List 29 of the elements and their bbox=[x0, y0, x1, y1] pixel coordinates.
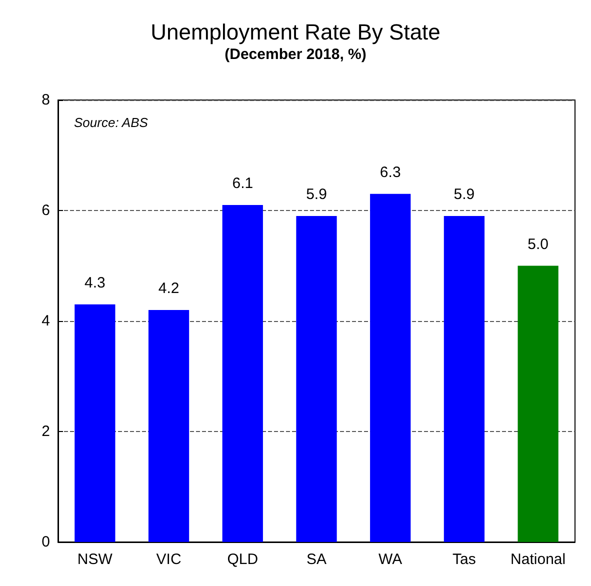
y-tick-label: 4 bbox=[42, 312, 50, 330]
x-tick-label: National bbox=[510, 551, 566, 568]
bar bbox=[222, 204, 263, 542]
bar bbox=[74, 304, 116, 542]
chart-subtitle: (December 2018, %) bbox=[224, 46, 366, 63]
y-tick-label: 0 bbox=[42, 534, 50, 550]
data-label: 5.9 bbox=[454, 186, 475, 204]
y-tick-label: 8 bbox=[42, 92, 50, 108]
x-tick-label: Tas bbox=[452, 551, 476, 568]
bar bbox=[370, 194, 411, 542]
bar bbox=[148, 310, 190, 542]
x-tick-label: WA bbox=[378, 551, 402, 568]
data-label: 5.0 bbox=[528, 236, 548, 253]
bar bbox=[296, 216, 337, 542]
x-tick-label: SA bbox=[306, 551, 327, 568]
annotation: Source: ABS bbox=[74, 115, 148, 130]
data-label: 6.3 bbox=[380, 164, 401, 181]
bar bbox=[444, 216, 485, 542]
chart-title: Unemployment Rate By State bbox=[150, 20, 440, 44]
bar bbox=[518, 266, 558, 542]
data-label: 5.9 bbox=[306, 186, 327, 204]
y-tick-label: 2 bbox=[42, 423, 50, 440]
data-label: 4.2 bbox=[158, 280, 180, 297]
x-tick-label: QLD bbox=[227, 551, 258, 568]
data-label: 6.1 bbox=[232, 174, 254, 192]
x-tick-label: VIC bbox=[156, 551, 182, 568]
data-label: 4.3 bbox=[84, 274, 106, 292]
y-tick-label: 6 bbox=[42, 202, 50, 219]
x-tick-label: NSW bbox=[77, 551, 114, 568]
